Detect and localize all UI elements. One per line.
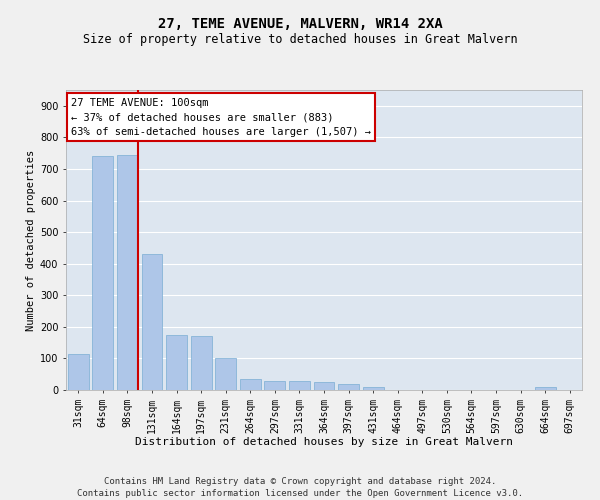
- Text: 27 TEME AVENUE: 100sqm
← 37% of detached houses are smaller (883)
63% of semi-de: 27 TEME AVENUE: 100sqm ← 37% of detached…: [71, 98, 371, 137]
- Text: Contains HM Land Registry data © Crown copyright and database right 2024.
Contai: Contains HM Land Registry data © Crown c…: [77, 476, 523, 498]
- X-axis label: Distribution of detached houses by size in Great Malvern: Distribution of detached houses by size …: [135, 437, 513, 447]
- Bar: [338, 384, 359, 390]
- Bar: [289, 381, 310, 390]
- Bar: [142, 254, 163, 390]
- Bar: [92, 156, 113, 390]
- Bar: [68, 354, 89, 390]
- Bar: [191, 336, 212, 390]
- Bar: [117, 154, 138, 390]
- Bar: [166, 334, 187, 390]
- Bar: [314, 382, 334, 390]
- Bar: [362, 388, 383, 390]
- Y-axis label: Number of detached properties: Number of detached properties: [26, 150, 35, 330]
- Bar: [265, 380, 286, 390]
- Text: Size of property relative to detached houses in Great Malvern: Size of property relative to detached ho…: [83, 32, 517, 46]
- Bar: [215, 358, 236, 390]
- Bar: [240, 379, 261, 390]
- Text: 27, TEME AVENUE, MALVERN, WR14 2XA: 27, TEME AVENUE, MALVERN, WR14 2XA: [158, 18, 442, 32]
- Bar: [535, 387, 556, 390]
